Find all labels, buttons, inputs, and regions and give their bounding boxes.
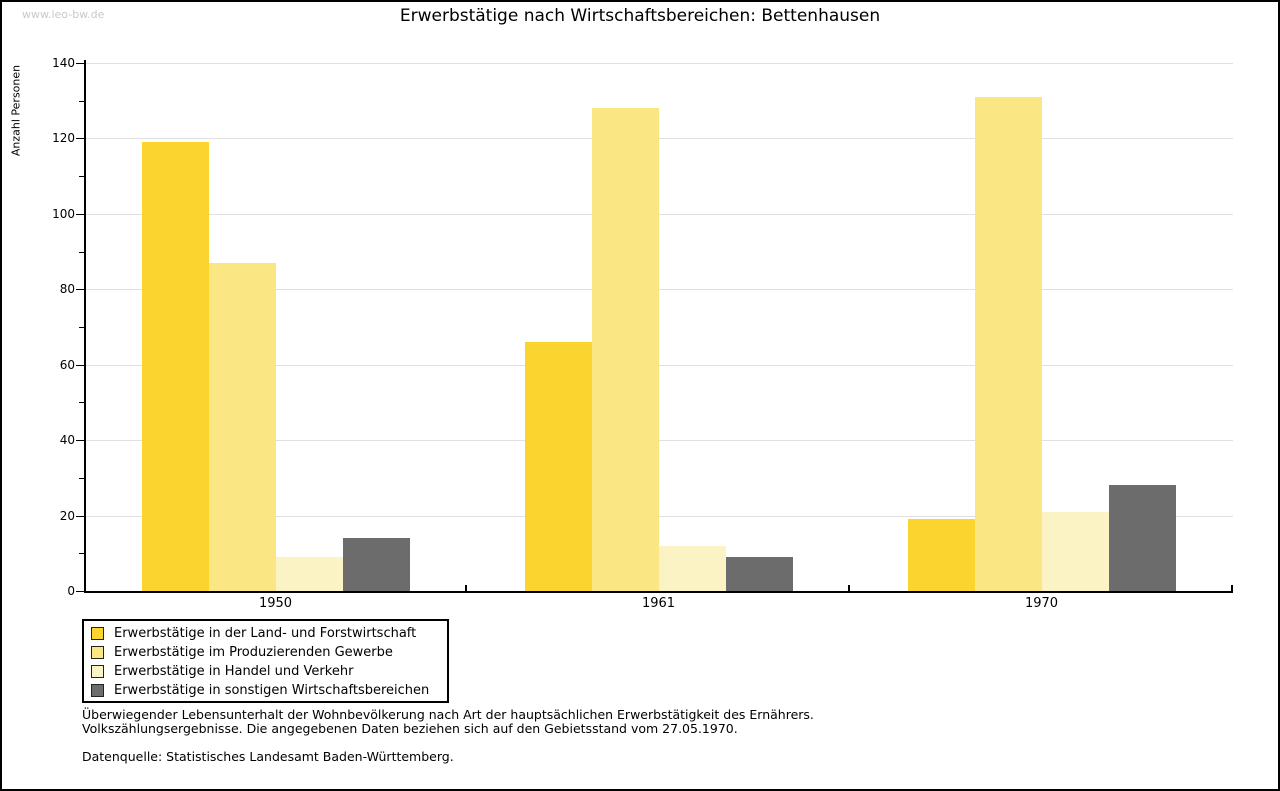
legend-row: Erwerbstätige in der Land- und Forstwirt… [91,624,447,643]
bar [208,262,276,591]
x-boundary-tick [848,585,850,591]
x-tick-label: 1970 [1024,596,1059,611]
gridline [85,364,1233,366]
footnote-line-1: Überwiegender Lebensunterhalt der Wohnbe… [82,707,814,722]
y-minor-tick [79,327,84,328]
x-boundary-tick [1231,585,1233,591]
gridline [85,213,1233,215]
x-boundary-tick [465,585,467,591]
y-tick-label: 20 [59,508,75,523]
gridline [85,138,1233,140]
x-tick-label: 1961 [641,596,676,611]
legend-row: Erwerbstätige in Handel und Verkehr [91,662,447,681]
y-tick-label: 0 [67,584,75,598]
bar [725,557,793,591]
legend-swatch-icon [91,646,104,659]
footnote-line-2: Volkszählungsergebnisse. Die angegebenen… [82,721,738,736]
y-major-tick [76,440,84,442]
y-minor-tick [79,553,84,555]
gridline [85,515,1233,517]
legend-label: Erwerbstätige in Handel und Verkehr [114,664,354,679]
y-tick-label: 140 [52,56,75,70]
y-tick-label: 80 [59,282,75,297]
legend-label: Erwerbstätige in sonstigen Wirtschaftsbe… [114,683,430,698]
legend-label: Erwerbstätige in der Land- und Forstwirt… [114,626,417,641]
y-major-tick [76,364,84,366]
bar [658,545,726,591]
chart-title: Erwerbstätige nach Wirtschaftsbereichen:… [399,6,881,26]
legend-row: Erwerbstätige in sonstigen Wirtschaftsbe… [91,681,447,700]
gridline [85,289,1233,291]
legend-swatch-icon [91,665,104,678]
y-tick-label: 60 [59,357,75,372]
bar [275,557,343,591]
y-major-tick [76,515,84,517]
legend-label: Erwerbstätige im Produzierenden Gewerbe [114,645,393,660]
bar [1041,511,1109,591]
y-major-tick [76,213,84,215]
bar [591,108,659,591]
y-minor-tick [79,477,84,479]
x-tick-label: 1950 [258,596,293,611]
y-major-tick [76,138,84,140]
bar [907,519,975,591]
y-minor-tick [79,176,84,178]
source-note: Datenquelle: Statistisches Landesamt Bad… [82,749,454,764]
bar [141,142,209,591]
y-tick-label: 100 [52,206,75,221]
gridline [85,63,1233,64]
y-minor-tick [79,251,84,253]
legend-swatch-icon [91,627,104,640]
bar [974,96,1042,591]
y-minor-tick [79,100,84,102]
y-minor-tick [79,402,84,404]
y-tick-label: 40 [59,433,75,448]
bar [524,342,592,591]
legend: Erwerbstätige in der Land- und Forstwirt… [82,619,449,703]
legend-swatch-icon [91,684,104,697]
y-major-tick [76,289,84,291]
gridline [85,440,1233,442]
footnotes: Überwiegender Lebensunterhalt der Wohnbe… [82,708,814,764]
legend-row: Erwerbstätige im Produzierenden Gewerbe [91,643,447,662]
watermark: www.leo-bw.de [22,8,105,21]
bar [1108,485,1176,591]
y-major-tick [76,63,84,64]
y-major-tick [76,591,84,592]
bar [342,538,410,591]
y-axis [84,60,86,593]
y-tick-label: 120 [52,131,75,146]
x-axis [84,591,1233,593]
